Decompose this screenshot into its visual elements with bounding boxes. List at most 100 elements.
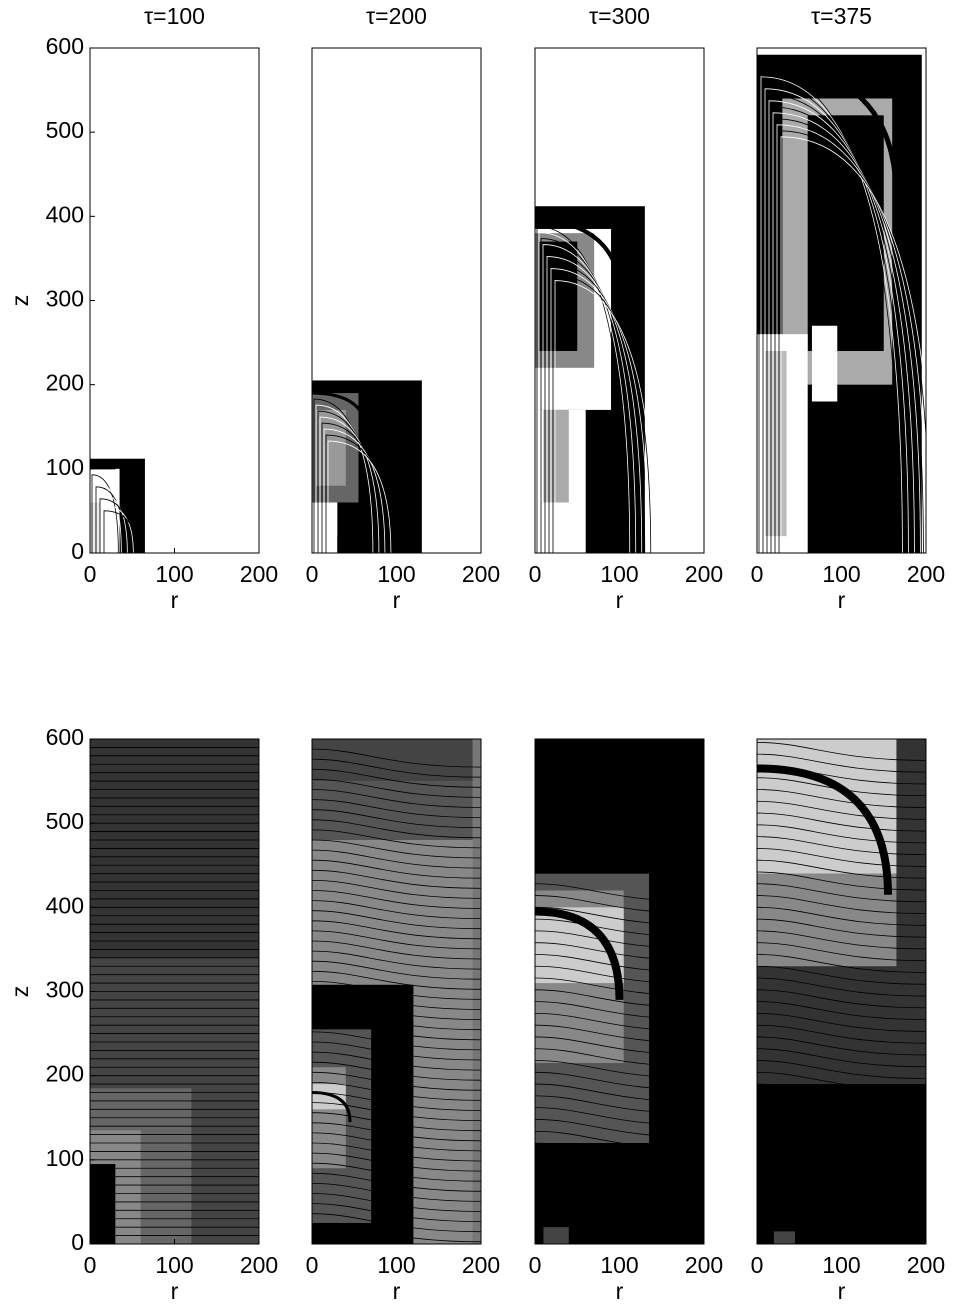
- contour: [95, 486, 125, 553]
- y-tick-label: 0: [71, 538, 84, 564]
- contour: [542, 244, 637, 553]
- shock-front: [757, 62, 899, 200]
- contour: [312, 869, 481, 889]
- contour: [312, 1021, 481, 1041]
- shock-front: [312, 1091, 352, 1123]
- block: [757, 1084, 926, 1244]
- contour: [770, 106, 918, 553]
- contour: [780, 136, 926, 553]
- contour: [535, 1001, 704, 1020]
- contour: [312, 940, 481, 960]
- x-tick-label: 100: [377, 561, 415, 587]
- contour: [757, 1071, 926, 1091]
- x-tick-label: 100: [822, 1252, 860, 1278]
- x-tick-label: 0: [84, 561, 97, 587]
- contour: [312, 779, 481, 798]
- x-tick-label: 0: [751, 1252, 764, 1278]
- contour: [757, 1048, 926, 1068]
- contour: [312, 930, 481, 950]
- contour: [757, 824, 926, 844]
- contour: [535, 1036, 704, 1056]
- block: [757, 739, 897, 874]
- y-axis-label: z: [7, 986, 33, 998]
- panel-title: τ=300: [589, 3, 650, 29]
- panel: 0 100 200 r: [529, 738, 723, 1304]
- shock-front: [535, 218, 626, 314]
- x-tick-label: 100: [822, 561, 860, 587]
- contour: [552, 274, 652, 553]
- x-tick-label: 0: [751, 561, 764, 587]
- x-axis-label: r: [616, 587, 624, 613]
- contour: [757, 883, 926, 903]
- contour: [312, 1082, 481, 1101]
- x-tick-label: 0: [529, 561, 542, 587]
- contour: [312, 1132, 481, 1152]
- contour: [312, 1172, 481, 1192]
- panel: τ=300 0 100 200 r: [529, 3, 724, 613]
- contour: [757, 942, 926, 962]
- panel: 0 100 200 r: [306, 738, 500, 1304]
- contour: [312, 1223, 481, 1243]
- contour: [535, 906, 704, 926]
- contour: [312, 970, 481, 990]
- contour: [535, 918, 704, 938]
- contour: [97, 492, 128, 553]
- x-axis-label: r: [616, 1278, 624, 1304]
- block: [543, 1227, 569, 1244]
- field-image: [535, 739, 704, 1244]
- block: [312, 1084, 346, 1110]
- y-tick-label: 100: [46, 1145, 84, 1171]
- contour: [760, 76, 903, 553]
- contour: [327, 440, 392, 553]
- shock-front: [535, 907, 624, 1000]
- contour: [312, 910, 481, 930]
- x-tick-label: 100: [600, 561, 638, 587]
- contour: [312, 768, 481, 788]
- contour: [535, 1119, 704, 1138]
- shock-front: [757, 764, 892, 895]
- contour: [312, 950, 481, 970]
- panel: τ=100 0 100 200 r 0 100 200 300 400 500 600 z: [7, 3, 278, 613]
- contour: [535, 1107, 704, 1127]
- panel-title: τ=375: [811, 3, 872, 29]
- contour: [757, 848, 926, 867]
- y-tick-label: 600: [46, 724, 84, 750]
- contour: [774, 118, 924, 553]
- contour: [757, 895, 926, 914]
- x-axis-label: r: [393, 587, 401, 613]
- contour: [101, 504, 134, 553]
- panel: τ=200 0 100 200 r: [306, 3, 501, 613]
- contour: [312, 880, 481, 899]
- contour: [103, 510, 137, 553]
- contour: [535, 1142, 704, 1162]
- contour: [312, 1183, 481, 1202]
- y-tick-label: 600: [46, 33, 84, 59]
- contour: [535, 1071, 704, 1091]
- field-image: [90, 48, 259, 553]
- block: [807, 115, 884, 351]
- contour: [757, 977, 926, 997]
- contour: [757, 789, 926, 808]
- contour: [312, 1213, 481, 1233]
- block: [312, 739, 481, 782]
- contour: [535, 965, 704, 985]
- contour: [312, 1001, 481, 1020]
- contour: [312, 1102, 481, 1121]
- x-axis-label: r: [171, 1278, 179, 1304]
- x-tick-label: 200: [240, 561, 278, 587]
- contour: [538, 232, 631, 553]
- contour: [312, 1071, 481, 1091]
- x-axis-label: r: [838, 1278, 846, 1304]
- contour: [758, 70, 900, 553]
- block: [539, 241, 578, 351]
- contour: [312, 809, 481, 829]
- contour: [535, 1083, 704, 1103]
- x-axis-label: r: [838, 587, 846, 613]
- contour: [312, 1203, 481, 1222]
- contour: [548, 262, 646, 553]
- block: [337, 536, 372, 553]
- contour: [99, 498, 131, 553]
- contour: [325, 434, 389, 553]
- contour: [546, 256, 643, 553]
